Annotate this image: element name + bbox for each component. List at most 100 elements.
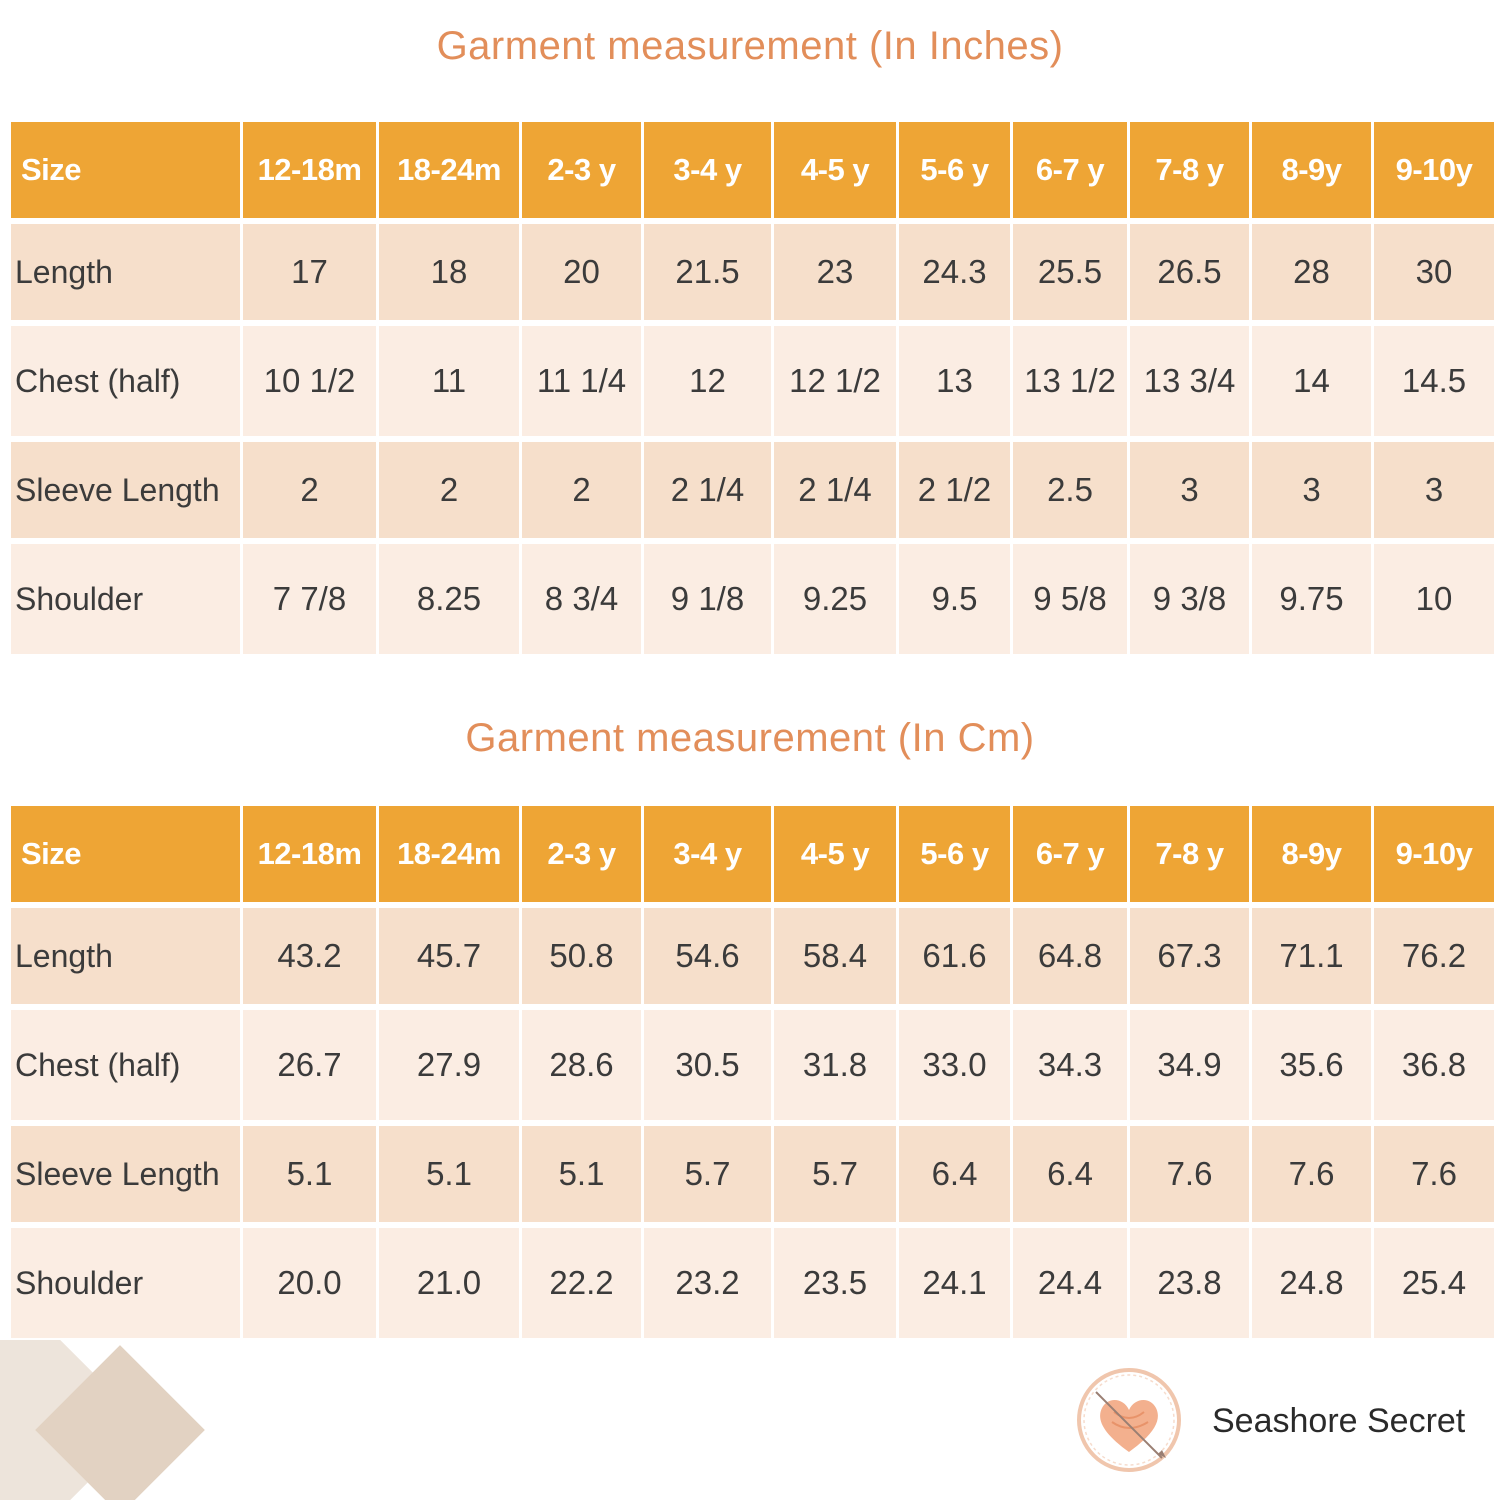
table-cell: 7.6 (1130, 1126, 1249, 1222)
row-label: Length (11, 224, 240, 320)
header-cell: 2-3 y (522, 122, 641, 218)
table-cell: 9.75 (1252, 544, 1371, 654)
table-cell: 17 (243, 224, 376, 320)
table-cell: 7.6 (1252, 1126, 1371, 1222)
cm-size-table: Size 12-18m 18-24m 2-3 y 3-4 y 4-5 y 5-6… (8, 800, 1497, 1344)
table-cell: 7 7/8 (243, 544, 376, 654)
table-cell: 24.8 (1252, 1228, 1371, 1338)
table-cell: 11 (379, 326, 519, 436)
header-cell: 4-5 y (774, 122, 896, 218)
table-cell: 54.6 (644, 908, 771, 1004)
table-cell: 23 (774, 224, 896, 320)
row-label: Sleeve Length (11, 1126, 240, 1222)
table-cell: 26.7 (243, 1010, 376, 1120)
table-cell: 20 (522, 224, 641, 320)
table-cell: 9.5 (899, 544, 1010, 654)
table-cell: 30.5 (644, 1010, 771, 1120)
header-row: Size 12-18m 18-24m 2-3 y 3-4 y 4-5 y 5-6… (11, 122, 1494, 218)
table-row-chest: Chest (half) 10 1/2 11 11 1/4 12 12 1/2 … (11, 326, 1494, 436)
header-cell: 6-7 y (1013, 122, 1127, 218)
table-cell: 18 (379, 224, 519, 320)
row-label: Shoulder (11, 544, 240, 654)
header-cell: 2-3 y (522, 806, 641, 902)
table-cell: 13 (899, 326, 1010, 436)
table-cell: 5.1 (522, 1126, 641, 1222)
table-cell: 28 (1252, 224, 1371, 320)
table-cell: 27.9 (379, 1010, 519, 1120)
table-cell: 2 (522, 442, 641, 538)
table-cell: 24.1 (899, 1228, 1010, 1338)
table-cell: 13 3/4 (1130, 326, 1249, 436)
table-cell: 5.1 (379, 1126, 519, 1222)
table-row-chest: Chest (half) 26.7 27.9 28.6 30.5 31.8 33… (11, 1010, 1494, 1120)
table-cell: 3 (1252, 442, 1371, 538)
table-cell: 24.4 (1013, 1228, 1127, 1338)
table-cell: 28.6 (522, 1010, 641, 1120)
table-row-shoulder: Shoulder 7 7/8 8.25 8 3/4 9 1/8 9.25 9.5… (11, 544, 1494, 654)
decorative-diamonds (0, 1340, 230, 1500)
table-row-length: Length 43.2 45.7 50.8 54.6 58.4 61.6 64.… (11, 908, 1494, 1004)
brand-block: Seashore Secret (1074, 1362, 1494, 1482)
table-cell: 30 (1374, 224, 1494, 320)
table-cell: 7.6 (1374, 1126, 1494, 1222)
table-cell: 13 1/2 (1013, 326, 1127, 436)
table-cell: 8 3/4 (522, 544, 641, 654)
table-cell: 25.4 (1374, 1228, 1494, 1338)
table-cell: 76.2 (1374, 908, 1494, 1004)
table-cell: 9.25 (774, 544, 896, 654)
row-label: Length (11, 908, 240, 1004)
table-cell: 26.5 (1130, 224, 1249, 320)
table-cell: 2.5 (1013, 442, 1127, 538)
table-cell: 10 1/2 (243, 326, 376, 436)
table-cell: 36.8 (1374, 1010, 1494, 1120)
table-cell: 3 (1374, 442, 1494, 538)
table-cell: 2 (379, 442, 519, 538)
table-cell: 2 1/4 (644, 442, 771, 538)
brand-name: Seashore Secret (1212, 1402, 1466, 1440)
table-cell: 25.5 (1013, 224, 1127, 320)
table-cell: 22.2 (522, 1228, 641, 1338)
table-cell: 21.0 (379, 1228, 519, 1338)
table-cell: 14.5 (1374, 326, 1494, 436)
table-cell: 50.8 (522, 908, 641, 1004)
table-cell: 34.3 (1013, 1010, 1127, 1120)
header-cell-size: Size (11, 122, 240, 218)
table-cell: 9 3/8 (1130, 544, 1249, 654)
table-cell: 34.9 (1130, 1010, 1249, 1120)
table-cell: 6.4 (1013, 1126, 1127, 1222)
table-row-sleeve-length: Sleeve Length 5.1 5.1 5.1 5.7 5.7 6.4 6.… (11, 1126, 1494, 1222)
table-cell: 9 5/8 (1013, 544, 1127, 654)
table-cell: 43.2 (243, 908, 376, 1004)
header-cell: 12-18m (243, 806, 376, 902)
table-cell: 5.1 (243, 1126, 376, 1222)
table-cell: 20.0 (243, 1228, 376, 1338)
header-cell: 7-8 y (1130, 806, 1249, 902)
heart-shell-logo-icon (1077, 1368, 1181, 1472)
table-cell: 64.8 (1013, 908, 1127, 1004)
cm-table-title: Garment measurement (In Cm) (465, 716, 1035, 760)
row-label: Sleeve Length (11, 442, 240, 538)
table-cell: 5.7 (774, 1126, 896, 1222)
table-cell: 5.7 (644, 1126, 771, 1222)
table-row-shoulder: Shoulder 20.0 21.0 22.2 23.2 23.5 24.1 2… (11, 1228, 1494, 1338)
header-cell: 12-18m (243, 122, 376, 218)
row-label: Chest (half) (11, 1010, 240, 1120)
table-cell: 3 (1130, 442, 1249, 538)
header-cell: 6-7 y (1013, 806, 1127, 902)
header-cell-size: Size (11, 806, 240, 902)
table-cell: 61.6 (899, 908, 1010, 1004)
table-cell: 33.0 (899, 1010, 1010, 1120)
header-row: Size 12-18m 18-24m 2-3 y 3-4 y 4-5 y 5-6… (11, 806, 1494, 902)
header-cell: 18-24m (379, 122, 519, 218)
table-cell: 23.2 (644, 1228, 771, 1338)
table-cell: 35.6 (1252, 1010, 1371, 1120)
table-cell: 10 (1374, 544, 1494, 654)
table-cell: 11 1/4 (522, 326, 641, 436)
table-cell: 58.4 (774, 908, 896, 1004)
table-cell: 2 (243, 442, 376, 538)
table-row-sleeve-length: Sleeve Length 2 2 2 2 1/4 2 1/4 2 1/2 2.… (11, 442, 1494, 538)
table-cell: 21.5 (644, 224, 771, 320)
header-cell: 9-10y (1374, 122, 1494, 218)
header-cell: 5-6 y (899, 122, 1010, 218)
inches-table-title: Garment measurement (In Inches) (436, 24, 1064, 68)
